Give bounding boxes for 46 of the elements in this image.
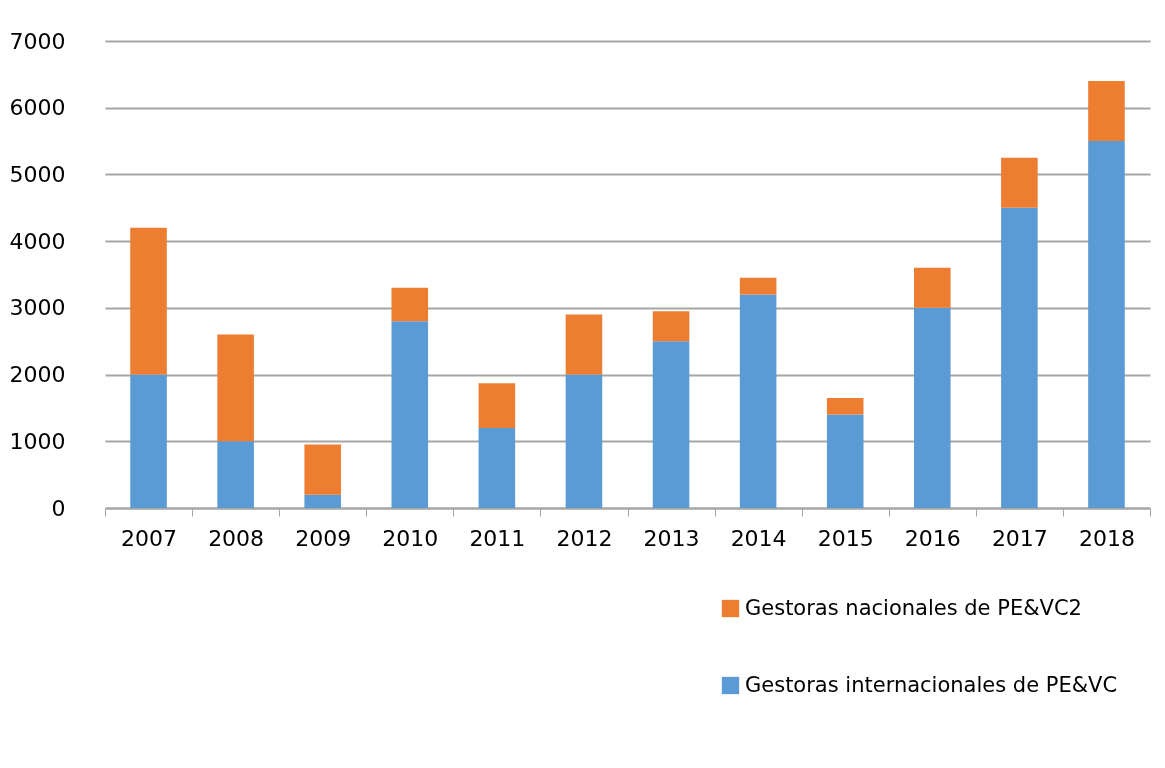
bar [304, 444, 341, 495]
bar [478, 427, 516, 508]
bar [217, 334, 254, 442]
bar [304, 494, 341, 508]
bar [1088, 81, 1125, 142]
x-tick-label: 2013 [643, 525, 700, 551]
bar [826, 414, 864, 508]
x-tick-label: 2010 [382, 525, 439, 551]
bar [652, 341, 690, 508]
bar [652, 311, 690, 342]
x-tick-label: 2017 [991, 525, 1048, 551]
bar [565, 374, 603, 508]
bar [565, 314, 603, 375]
bar [1088, 141, 1125, 508]
bar [739, 277, 777, 295]
y-tick-label: 0 [51, 495, 66, 521]
y-tick-label: 3000 [9, 295, 66, 321]
x-tick-label: 2012 [556, 525, 613, 551]
bar [217, 441, 254, 508]
x-tick-label: 2008 [208, 525, 265, 551]
x-tick-label: 2014 [730, 525, 787, 551]
bar [914, 267, 951, 308]
y-tick-label: 5000 [9, 161, 66, 187]
bar [739, 294, 777, 508]
bar [391, 321, 429, 508]
bar [826, 397, 864, 415]
y-tick-label: 2000 [9, 362, 66, 388]
x-tick-label: 2011 [469, 525, 526, 551]
y-tick-label: 6000 [9, 95, 66, 121]
y-tick-label: 4000 [9, 228, 66, 254]
x-tick-label: 2018 [1078, 525, 1135, 551]
x-tick-label: 2016 [904, 525, 961, 551]
bar [914, 307, 951, 508]
y-tick-label: 7000 [9, 28, 66, 54]
bar [391, 287, 429, 322]
x-tick-label: 2009 [295, 525, 352, 551]
legend-label: Gestoras nacionales de PE&VC2 [745, 595, 1082, 620]
bar [1001, 157, 1038, 208]
legend-label: Gestoras internacionales de PE&VC [745, 672, 1118, 697]
bar [130, 227, 167, 375]
bar [478, 383, 516, 428]
x-tick-label: 2007 [121, 525, 178, 551]
x-tick-label: 2015 [817, 525, 874, 551]
bar [1001, 207, 1038, 508]
y-tick-label: 1000 [9, 428, 66, 454]
bar [130, 374, 167, 508]
